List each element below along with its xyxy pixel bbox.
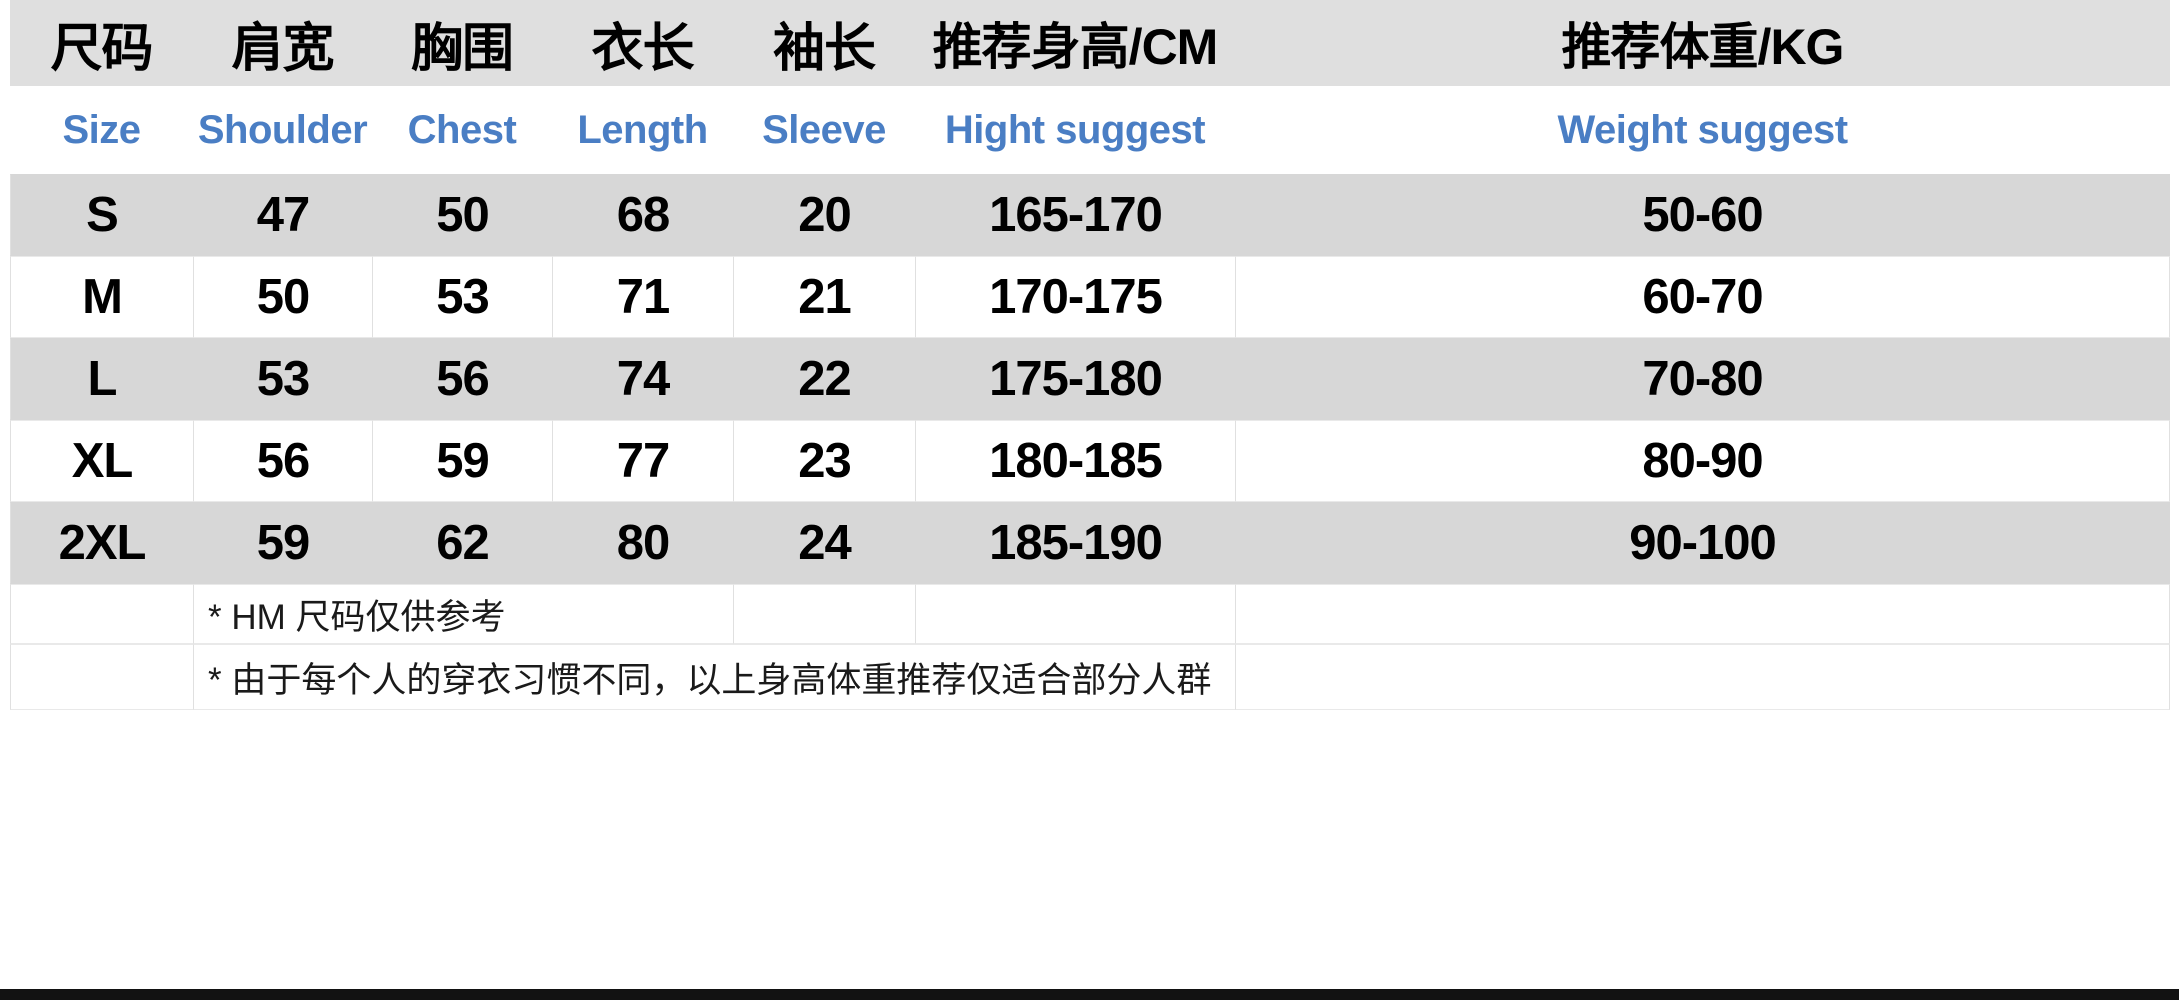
cell-shoulder: 47 [193,174,372,256]
column-header-cn-sleeve: 袖长 [733,0,915,86]
cell-chest: 56 [372,338,552,420]
table-row: L 53 56 74 22 175-180 70-80 [10,338,2170,420]
column-header-en-length: Length [552,86,733,174]
column-header-cn-weight: 推荐体重/KG [1235,0,2170,86]
table-row: S 47 50 68 20 165-170 50-60 [10,174,2170,256]
footnote-spacer-cell [915,584,1235,644]
cell-sleeve: 23 [733,420,915,502]
cell-chest: 53 [372,256,552,338]
footnote-spacer-cell [733,584,915,644]
footnote-text-fit-disclaimer: * 由于每个人的穿衣习惯不同，以上身高体重推荐仅适合部分人群 [193,644,1235,710]
cell-sleeve: 22 [733,338,915,420]
cell-sleeve: 21 [733,256,915,338]
column-header-en-weight: Weight suggest [1235,86,2170,174]
cell-weight: 60-70 [1235,256,2170,338]
table-row: XL 56 59 77 23 180-185 80-90 [10,420,2170,502]
cell-chest: 59 [372,420,552,502]
cell-sleeve: 20 [733,174,915,256]
cell-height: 165-170 [915,174,1235,256]
cell-shoulder: 56 [193,420,372,502]
cell-size: XL [10,420,193,502]
header-row-chinese: 尺码 肩宽 胸围 衣长 袖长 推荐身高/CM 推荐体重/KG [10,0,2170,86]
column-header-en-size: Size [10,86,193,174]
cell-length: 74 [552,338,733,420]
column-header-cn-height: 推荐身高/CM [915,0,1235,86]
column-header-en-chest: Chest [372,86,552,174]
footnote-spacer-cell [10,644,193,710]
cell-height: 170-175 [915,256,1235,338]
bottom-edge-bar [0,989,2179,1000]
column-header-cn-shoulder: 肩宽 [193,0,372,86]
cell-weight: 50-60 [1235,174,2170,256]
cell-weight: 80-90 [1235,420,2170,502]
column-header-cn-chest: 胸围 [372,0,552,86]
cell-chest: 62 [372,502,552,584]
footnote-row: * 由于每个人的穿衣习惯不同，以上身高体重推荐仅适合部分人群 [10,644,2170,710]
cell-size: M [10,256,193,338]
cell-weight: 90-100 [1235,502,2170,584]
cell-shoulder: 53 [193,338,372,420]
cell-size: 2XL [10,502,193,584]
column-header-en-height: Hight suggest [915,86,1235,174]
cell-sleeve: 24 [733,502,915,584]
table-row: 2XL 59 62 80 24 185-190 90-100 [10,502,2170,584]
cell-shoulder: 50 [193,256,372,338]
cell-height: 175-180 [915,338,1235,420]
column-header-cn-size: 尺码 [10,0,193,86]
cell-height: 180-185 [915,420,1235,502]
cell-length: 68 [552,174,733,256]
footnote-text-hm-reference: * HM 尺码仅供参考 [193,584,733,644]
cell-length: 80 [552,502,733,584]
footnote-row: * HM 尺码仅供参考 [10,584,2170,644]
cell-height: 185-190 [915,502,1235,584]
cell-weight: 70-80 [1235,338,2170,420]
footnote-spacer-cell [1235,644,2170,710]
cell-shoulder: 59 [193,502,372,584]
footnote-spacer-cell [1235,584,2170,644]
column-header-cn-length: 衣长 [552,0,733,86]
column-header-en-shoulder: Shoulder [193,86,372,174]
table-row: M 50 53 71 21 170-175 60-70 [10,256,2170,338]
cell-length: 71 [552,256,733,338]
cell-size: L [10,338,193,420]
cell-size: S [10,174,193,256]
cell-chest: 50 [372,174,552,256]
column-header-en-sleeve: Sleeve [733,86,915,174]
footnote-spacer-cell [10,584,193,644]
header-row-english: Size Shoulder Chest Length Sleeve Hight … [10,86,2170,174]
size-chart-table: 尺码 肩宽 胸围 衣长 袖长 推荐身高/CM 推荐体重/KG Size Shou… [10,0,2170,710]
cell-length: 77 [552,420,733,502]
